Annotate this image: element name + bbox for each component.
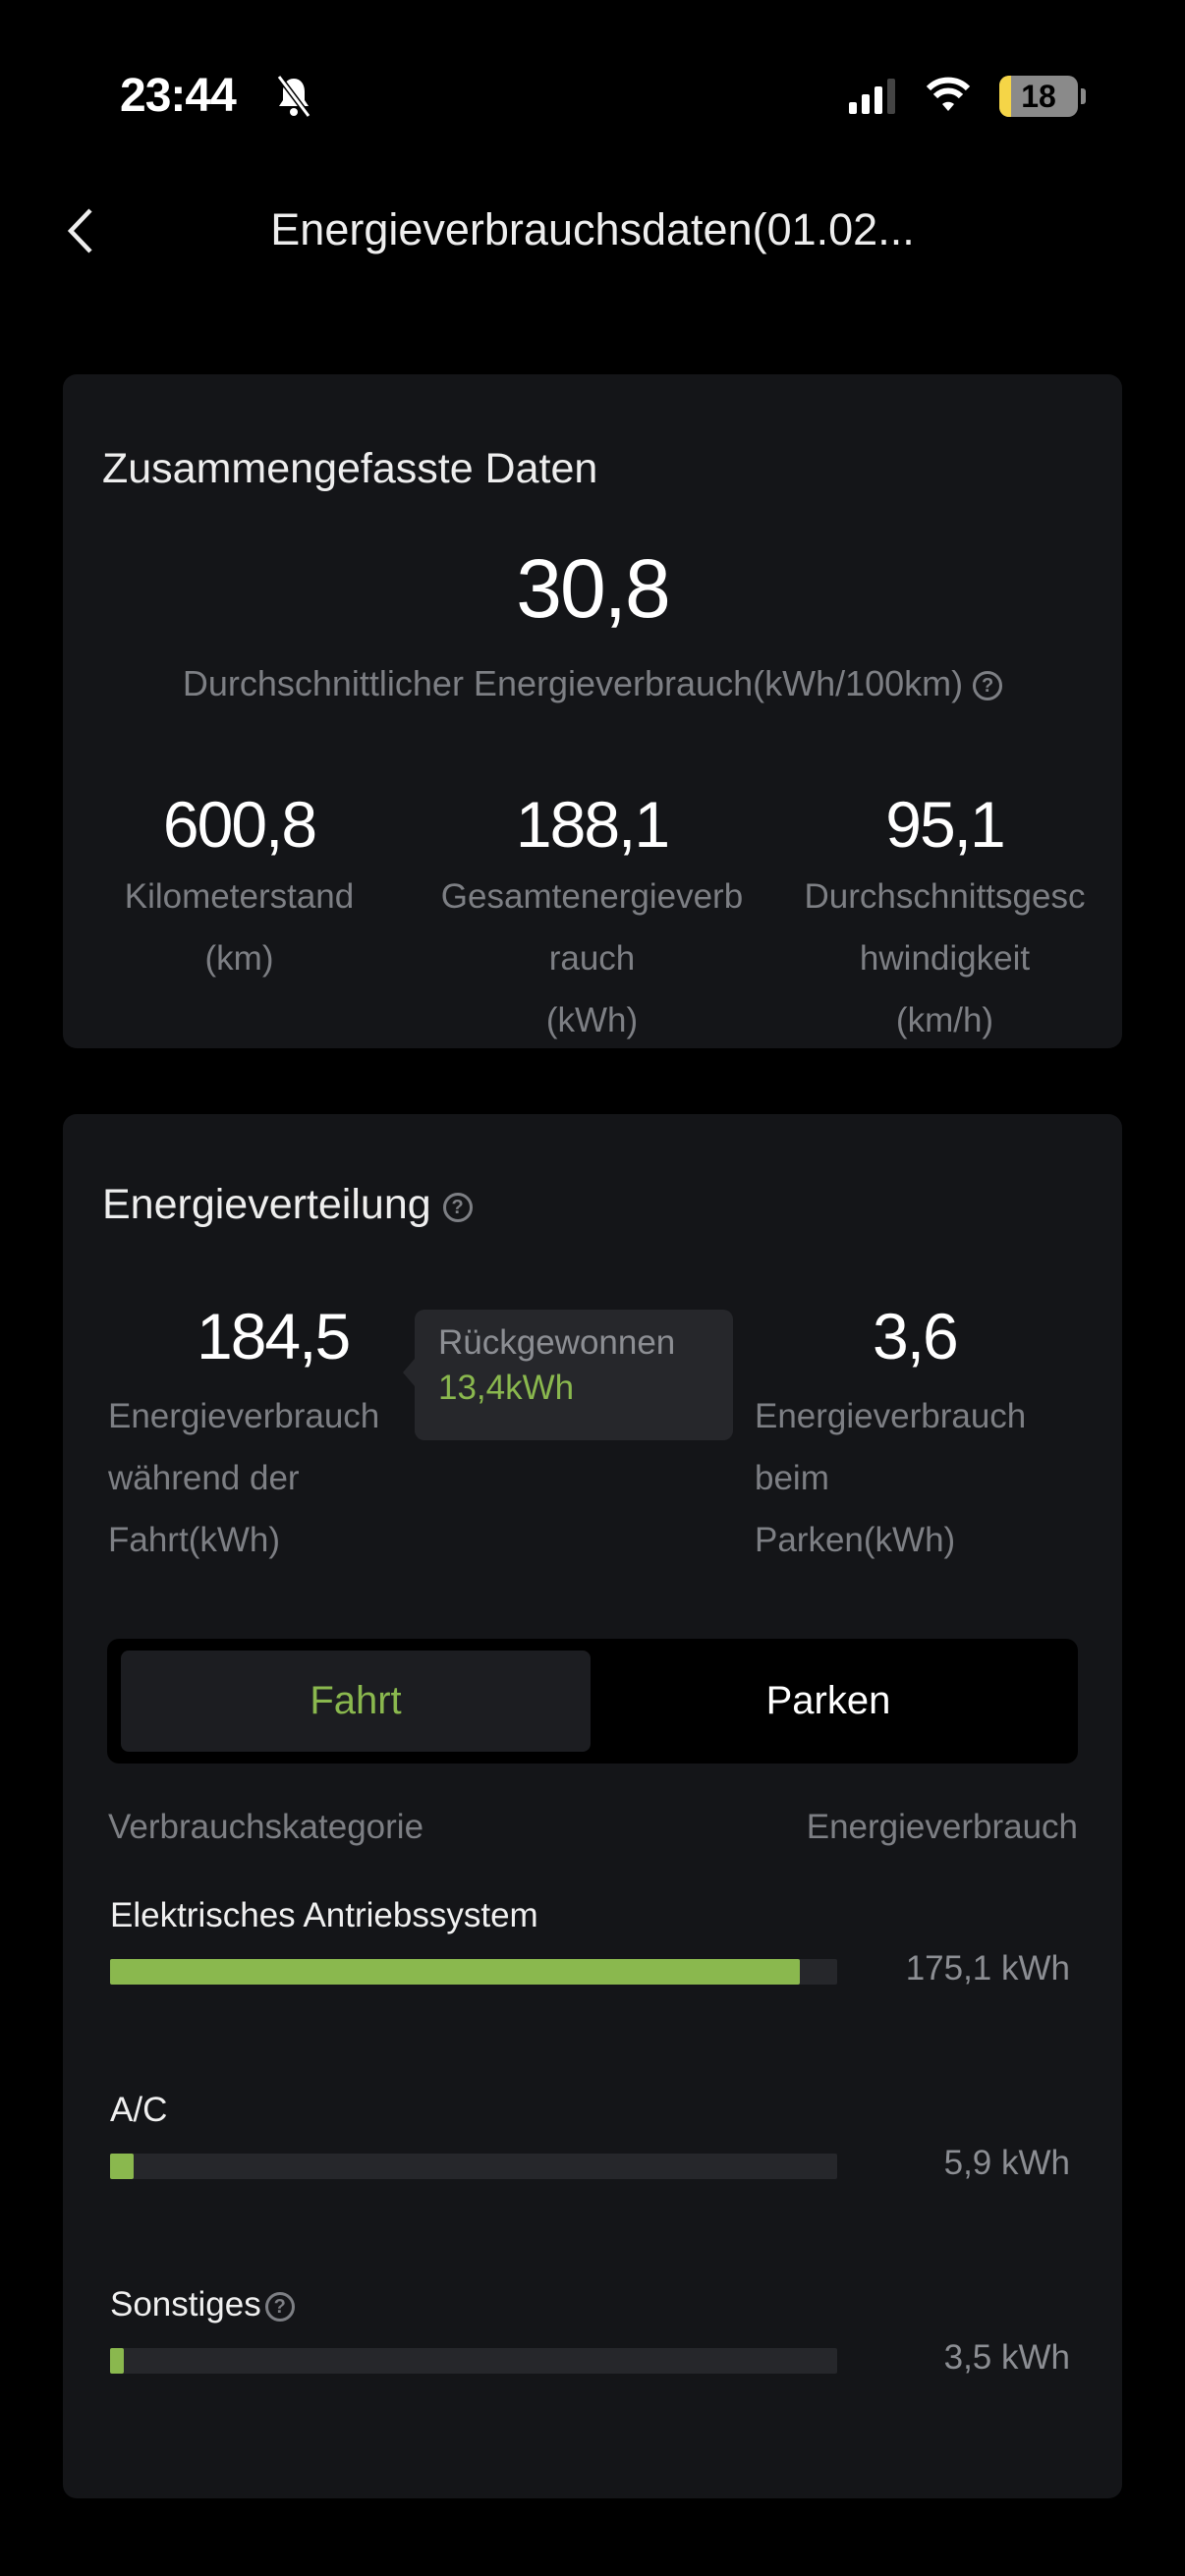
- category-bar-fill: [110, 2348, 125, 2374]
- tab-parken[interactable]: Parken: [765, 1679, 891, 1722]
- bell-slash-icon: [276, 75, 311, 118]
- battery-icon: 18: [999, 76, 1078, 117]
- summary-title: Zusammengefasste Daten: [102, 445, 598, 492]
- mode-segmented-control: Fahrt Parken: [107, 1639, 1078, 1764]
- help-icon[interactable]: ?: [973, 671, 1003, 701]
- summary-card: Zusammengefasste Daten 30,8 Durchschnitt…: [63, 374, 1122, 1048]
- wifi-icon: [926, 77, 971, 111]
- category-value: 175,1 kWh: [905, 1949, 1070, 1988]
- category-bar: [110, 2154, 837, 2179]
- column-header-category: Verbrauchskategorie: [108, 1808, 424, 1846]
- battery-level: 18: [1021, 79, 1056, 114]
- avg-consumption-label: Durchschnittlicher Energieverbrauch(kWh/…: [63, 663, 1122, 704]
- avg-consumption-value: 30,8: [516, 542, 671, 635]
- category-bar-fill: [110, 1959, 801, 1985]
- status-time: 23:44: [120, 70, 237, 122]
- page-title: Energieverbrauchsdaten(01.02...: [270, 204, 915, 254]
- category-label: Sonstiges: [110, 2285, 261, 2324]
- help-icon[interactable]: ?: [442, 1192, 473, 1222]
- category-value: 3,5 kWh: [943, 2338, 1070, 2377]
- help-icon[interactable]: ?: [264, 2291, 295, 2322]
- category-label: Elektrisches Antriebssystem: [110, 1896, 538, 1934]
- distribution-title: Energieverteilung ?: [102, 1181, 473, 1229]
- category-value: 5,9 kWh: [943, 2144, 1070, 2182]
- regenerated-tooltip: Rückgewonnen 13,4kWh: [403, 1310, 733, 1440]
- distribution-card: Energieverteilung ? 184,5 Energieverbrau…: [63, 1114, 1122, 2498]
- tab-fahrt[interactable]: Fahrt: [121, 1651, 591, 1752]
- stat-total-energy: 188,1 Gesamtenergieverb rauch (kWh): [440, 788, 744, 1039]
- back-button[interactable]: [61, 206, 100, 255]
- parking-energy: 3,6 Energieverbrauch beim Parken(kWh): [755, 1300, 1027, 1559]
- stat-mileage: 600,8 Kilometerstand (km): [124, 788, 355, 978]
- category-label: A/C: [110, 2091, 168, 2129]
- category-bar-fill: [110, 2154, 134, 2179]
- category-bar: [110, 2348, 837, 2374]
- cellular-signal-icon: [849, 79, 895, 114]
- driving-energy: 184,5 Energieverbrauch während der Fahrt(k…: [108, 1300, 380, 1559]
- stat-avg-speed: 95,1 Durchschnittsgesc hwindigkeit (km/h): [804, 788, 1086, 1039]
- column-header-consumption: Energieverbrauch: [806, 1808, 1078, 1846]
- category-bar: [110, 1959, 837, 1985]
